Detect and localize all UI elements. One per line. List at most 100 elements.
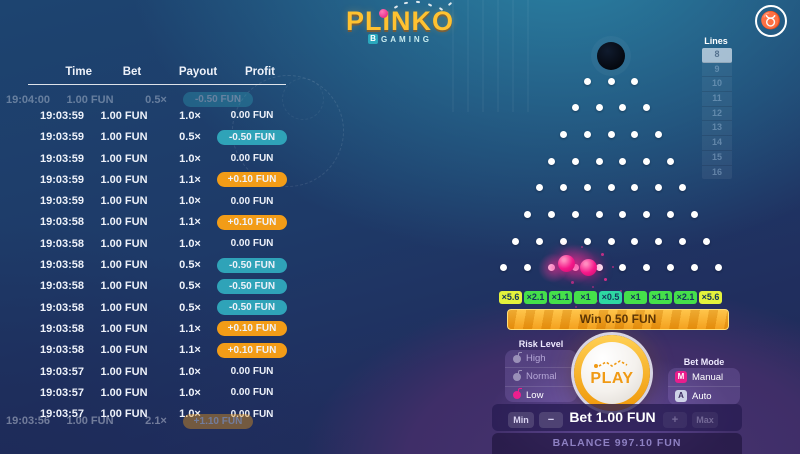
- bet-mode-label: Auto: [692, 390, 712, 402]
- lines-option-11[interactable]: 11: [702, 92, 732, 107]
- history-row: 19:03:59 1.00 FUN 1.0× 0.00 FUN: [20, 190, 288, 211]
- peg: [702, 237, 710, 245]
- play-button[interactable]: PLAY: [574, 335, 650, 411]
- profit-badge: -0.50 FUN: [217, 129, 287, 145]
- taurus-icon: ♉: [755, 5, 787, 37]
- logo-ball-icon: [379, 9, 388, 18]
- cell-payout: 1.1×: [179, 322, 201, 335]
- particle: [601, 253, 604, 256]
- bet-max-button[interactable]: Max: [692, 412, 718, 428]
- profit-badge: +0.10 FUN: [217, 172, 287, 188]
- cell-profit: +0.10 FUN: [216, 321, 288, 337]
- cell-bet: 1.00 FUN: [100, 152, 148, 165]
- cell-profit: -0.50 FUN: [216, 257, 288, 273]
- peg: [536, 237, 544, 245]
- peg: [643, 211, 651, 218]
- history-row: 19:03:59 1.00 FUN 1.0× 0.00 FUN: [20, 148, 288, 169]
- cell-bet: 1.00 FUN: [100, 386, 148, 399]
- risk-option-low[interactable]: Low: [505, 387, 577, 404]
- balance-text: BALANCE 997.10 FUN: [552, 437, 682, 449]
- bet-mode-label: Manual: [692, 371, 724, 383]
- lines-option-9[interactable]: 9: [702, 63, 732, 78]
- peg: [607, 184, 615, 192]
- peg: [678, 237, 686, 245]
- cell-time: 19:03:59: [39, 173, 84, 186]
- peg: [571, 157, 579, 165]
- column-header-time: Time: [65, 66, 92, 78]
- bounce-trajectory-icon: [594, 359, 628, 368]
- cell-time: 19:03:58: [39, 216, 84, 229]
- history-header: Time Bet Payout Profit: [28, 66, 286, 85]
- bet-decrease-button[interactable]: −: [539, 412, 563, 428]
- bet-mode-auto[interactable]: A Auto: [668, 387, 740, 405]
- bet-min-button[interactable]: Min: [508, 412, 534, 428]
- peg: [619, 211, 627, 218]
- cell-bet: 1.00 FUN: [100, 408, 148, 421]
- fern-decoration: [282, 78, 324, 120]
- particle: [604, 278, 607, 281]
- history-row: 19:04:00 1.00 FUN 0.5× -0.50 FUN: [0, 89, 254, 110]
- multiplier-row: ×5.6 ×2.1 ×1.1 ×1 ×0.5 ×1 ×1.1 ×2.1 ×5.6: [499, 291, 722, 304]
- peg: [595, 104, 603, 112]
- lines-option-13[interactable]: 13: [702, 121, 732, 137]
- win-banner: Win 0.50 FUN: [507, 309, 729, 330]
- peg: [536, 184, 544, 192]
- cell-profit: 0.00 FUN: [216, 194, 288, 209]
- cell-payout: 1.1×: [179, 173, 201, 186]
- cell-profit: 0.00 FUN: [216, 407, 288, 422]
- risk-option-high[interactable]: High: [505, 350, 577, 369]
- multiplier-slot: ×1: [624, 291, 647, 304]
- trajectory-dot: [415, 0, 421, 4]
- profit-badge: 0.00 FUN: [230, 195, 274, 207]
- taurus-glyph: ♉: [760, 11, 782, 30]
- cell-payout: 0.5×: [179, 280, 201, 293]
- cell-profit: +0.10 FUN: [216, 172, 288, 188]
- cell-bet: 1.00 FUN: [66, 93, 114, 106]
- lines-option-12[interactable]: 12: [702, 107, 732, 122]
- peg: [667, 264, 674, 272]
- peg: [583, 130, 591, 138]
- cell-bet: 1.00 FUN: [100, 280, 148, 293]
- peg: [583, 184, 591, 192]
- cell-time: 19:03:58: [39, 344, 84, 357]
- cell-profit: 0.00 FUN: [216, 364, 288, 379]
- peg: [571, 104, 579, 112]
- cell-profit: -0.50 FUN: [216, 278, 288, 294]
- cell-payout: 1.0×: [179, 109, 201, 122]
- lines-option-8[interactable]: 8: [702, 48, 732, 63]
- multiplier-slot: ×0.5: [599, 291, 622, 304]
- history-table: Time Bet Payout Profit 19:04:00 1.00 FUN 0.5×…: [6, 66, 288, 432]
- lines-option-10[interactable]: 10: [702, 77, 732, 93]
- cell-profit: -0.50 FUN: [216, 300, 288, 316]
- history-row: 19:03:58 1.00 FUN 1.0× 0.00 FUN: [20, 233, 288, 254]
- multiplier-slot: ×1.1: [549, 291, 572, 304]
- cell-payout: 1.0×: [164, 408, 216, 420]
- cell-profit: +0.10 FUN: [216, 342, 288, 358]
- lines-option-15[interactable]: 15: [702, 151, 732, 166]
- cell-payout: 1.0×: [179, 365, 201, 378]
- cell-bet: 1.00 FUN: [66, 415, 114, 428]
- bet-increase-button[interactable]: +: [663, 412, 687, 428]
- risk-option-normal[interactable]: Normal: [505, 368, 577, 387]
- multiplier-slot: ×1: [574, 291, 597, 304]
- multiplier-slot: ×5.6: [499, 291, 522, 304]
- lines-selector[interactable]: 8 9 10 11 12 13 14 15 16: [702, 48, 732, 180]
- peg: [595, 157, 603, 165]
- profit-badge: 0.00 FUN: [230, 238, 274, 250]
- bet-mode-manual[interactable]: M Manual: [668, 368, 740, 388]
- manual-badge-icon: M: [675, 371, 687, 384]
- column-header-bet: Bet: [122, 66, 142, 78]
- cell-bet: 1.00 FUN: [100, 109, 148, 122]
- bomb-icon: [513, 388, 522, 400]
- profit-badge: +0.10 FUN: [217, 321, 287, 337]
- cell-time: 19:03:58: [39, 322, 84, 335]
- peg: [690, 264, 698, 272]
- profit-badge: 0.00 FUN: [230, 366, 274, 377]
- plinko-ball: [579, 258, 597, 276]
- peg: [559, 237, 567, 245]
- provider-name: GAMING: [381, 34, 432, 44]
- cell-time: 19:04:00: [5, 93, 50, 106]
- peg: [607, 130, 615, 138]
- lines-option-14[interactable]: 14: [702, 136, 732, 151]
- lines-option-16[interactable]: 16: [711, 166, 722, 177]
